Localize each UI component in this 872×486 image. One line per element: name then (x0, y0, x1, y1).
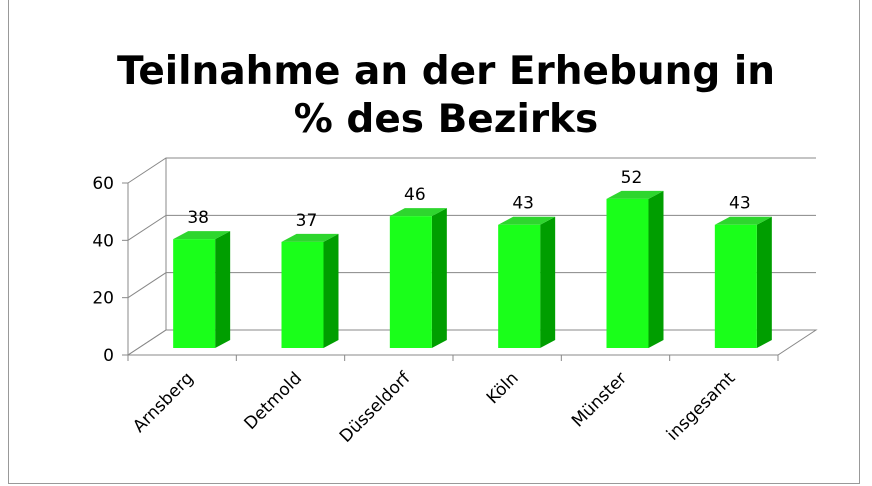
bar-side (756, 216, 772, 348)
y-tick-label: 0 (103, 346, 114, 366)
value-label: 43 (729, 194, 751, 214)
bar-front (281, 241, 324, 348)
bar-front (389, 216, 432, 348)
grid-line (127, 157, 816, 184)
y-tick-label: 20 (92, 289, 114, 309)
grid-line (127, 329, 816, 356)
x-tick-label: insgesamt (663, 368, 740, 445)
bar-front (714, 224, 757, 348)
bar (606, 190, 664, 348)
bar-front (173, 239, 216, 348)
value-label: 46 (404, 185, 426, 205)
bar-top (606, 190, 664, 199)
chart-frame (8, 0, 860, 484)
bar (498, 216, 556, 348)
bar-top (714, 216, 772, 225)
x-tick-label: Detmold (240, 368, 306, 434)
bar-side (323, 233, 339, 348)
bar-side (431, 208, 447, 348)
bar-top (389, 208, 447, 217)
x-tick-label: Münster (568, 368, 631, 431)
x-tick-label: Düsseldorf (336, 368, 415, 447)
bar (173, 231, 231, 348)
value-label: 43 (512, 194, 534, 214)
chart-title: Teilnahme an der Erhebung in % des Bezir… (116, 49, 776, 142)
grid-line (127, 272, 816, 299)
y-tick-label: 40 (92, 231, 114, 251)
bar-front (606, 198, 649, 348)
bar (714, 216, 772, 348)
bar-top (281, 233, 339, 242)
value-label: 37 (296, 211, 318, 231)
y-tick-label: 60 (92, 174, 114, 194)
bar-side (215, 231, 231, 348)
value-label: 38 (187, 208, 209, 228)
x-tick-label: Köln (483, 368, 523, 408)
bar-top (498, 216, 556, 225)
bar (281, 233, 339, 348)
bar-front (498, 224, 541, 348)
floor (127, 329, 818, 356)
bar-side (648, 190, 664, 348)
x-tick-label: Arnsberg (129, 368, 197, 436)
grid-line (127, 214, 816, 241)
bar (389, 208, 447, 348)
bar-side (540, 216, 556, 348)
value-label: 52 (621, 168, 643, 188)
bar-top (173, 231, 231, 240)
